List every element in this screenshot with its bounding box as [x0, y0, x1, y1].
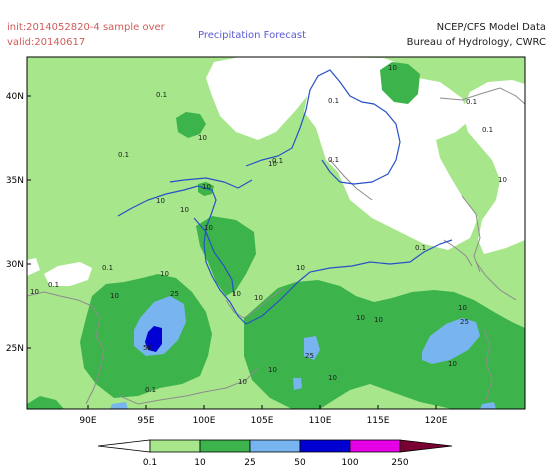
- contour-label: 10: [160, 270, 169, 278]
- legend-swatch-0-1-10: [149, 439, 201, 453]
- legend-label: 10: [194, 458, 206, 468]
- contour-label: 10: [198, 134, 207, 142]
- legend-label: 250: [391, 458, 408, 468]
- map-title: Precipitation Forecast: [198, 30, 306, 41]
- contour-label: 0.1: [118, 151, 129, 159]
- source-bureau-label: Bureau of Hydrology, CWRC: [406, 37, 546, 48]
- lon-tick-label: 120E: [425, 416, 448, 426]
- contour-label: 0.1: [466, 98, 477, 106]
- contour-label: 0.1: [482, 126, 493, 134]
- contour-label: 0.1: [102, 264, 113, 272]
- river-lines: [117, 69, 453, 325]
- lat-tick-label: 30N: [6, 260, 24, 270]
- legend-label: 0.1: [143, 458, 157, 468]
- legend-swatch-10-25: [199, 439, 251, 453]
- contour-label: 10: [180, 206, 189, 214]
- contour-label: 10: [232, 290, 241, 298]
- contour-labels-0-1: 0.1 0.1 0.1 0.1 0.1 0.1 0.1 0.1 0.1 0.1 …: [48, 91, 493, 394]
- contour-labels-25-50: 25 25 25 50: [143, 290, 469, 360]
- contour-label: 25: [460, 318, 469, 326]
- legend-label: 25: [244, 458, 255, 468]
- init-time-label: init:2014052820-4 sample over: [7, 22, 165, 33]
- lon-tick-label: 115E: [367, 416, 390, 426]
- contour-label: 0.1: [328, 156, 339, 164]
- lon-tick-labels: 90E 95E 100E 105E 110E 115E 120E: [79, 416, 447, 426]
- color-legend: [97, 439, 453, 453]
- legend-swatch-50-100: [299, 439, 351, 453]
- lon-tick-label: 95E: [137, 416, 154, 426]
- contour-label: 10: [356, 314, 365, 322]
- contour-label: 10: [296, 264, 305, 272]
- lat-tick-marks: [27, 95, 31, 349]
- lat-tick-label: 40N: [6, 92, 24, 102]
- contour-label: 10: [204, 224, 213, 232]
- contour-label: 10: [388, 64, 397, 72]
- contour-labels-10: 10 10 10 10 10 10 10 10 10 10 10 10 10 1…: [30, 64, 507, 386]
- contour-label: 10: [110, 292, 119, 300]
- map-frame: [26, 56, 526, 410]
- no-precip-areas: [27, 57, 525, 286]
- contour-label: 10: [498, 176, 507, 184]
- contour-label: 10: [458, 304, 467, 312]
- legend-swatch-25-50: [249, 439, 301, 453]
- contour-label: 10: [448, 360, 457, 368]
- contour-label: 10: [156, 197, 165, 205]
- contour-label: 10: [238, 378, 247, 386]
- lon-tick-marks: [87, 405, 437, 409]
- lon-tick-label: 90E: [79, 416, 96, 426]
- contour-label: 10: [254, 294, 263, 302]
- contour-label: 25: [305, 352, 314, 360]
- valid-date-label: valid:20140617: [7, 37, 86, 48]
- lat-tick-label: 35N: [6, 176, 24, 186]
- border-lines: [27, 87, 525, 405]
- contour-label: 50: [143, 344, 152, 352]
- lon-tick-label: 110E: [309, 416, 332, 426]
- legend-swatch-100-250: [349, 439, 401, 453]
- contour-label: 0.1: [145, 386, 156, 394]
- lon-tick-label: 105E: [251, 416, 274, 426]
- contour-label: 0.1: [415, 244, 426, 252]
- legend-labels: 0.1 10 25 50 100 250: [143, 458, 409, 468]
- lon-tick-label: 100E: [193, 416, 216, 426]
- contour-label: 10: [328, 374, 337, 382]
- lat-tick-label: 25N: [6, 344, 24, 354]
- contour-label: 10: [374, 316, 383, 324]
- contour-label: 10: [268, 366, 277, 374]
- contour-label: 10: [202, 183, 211, 191]
- contour-label: 10: [268, 160, 277, 168]
- contour-label: 25: [170, 290, 179, 298]
- source-model-label: NCEP/CFS Model Data: [436, 22, 546, 33]
- contour-label: 0.1: [328, 97, 339, 105]
- precip-50-100-area: [145, 326, 162, 352]
- contour-label: 0.1: [272, 157, 283, 165]
- lat-tick-labels: 40N 35N 30N 25N: [6, 92, 24, 354]
- contour-label: 0.1: [156, 91, 167, 99]
- legend-swatch-below-0-1: [97, 439, 151, 453]
- contour-label: 0.1: [48, 281, 59, 289]
- legend-label: 50: [294, 458, 306, 468]
- contour-label: 10: [30, 288, 39, 296]
- legend-swatch-above-250: [399, 439, 453, 453]
- legend-label: 100: [341, 458, 358, 468]
